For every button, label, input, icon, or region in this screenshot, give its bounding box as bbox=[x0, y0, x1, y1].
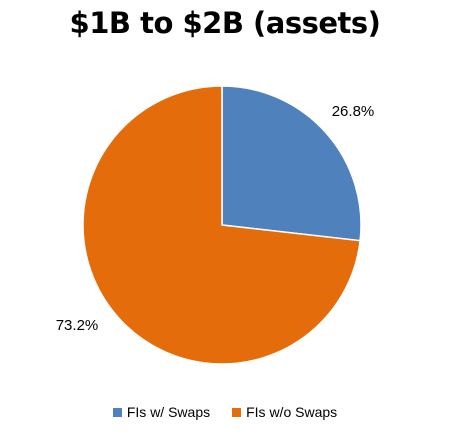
chart-legend: FIs w/ Swaps FIs w/o Swaps bbox=[0, 404, 450, 420]
legend-item-with-swaps: FIs w/ Swaps bbox=[112, 404, 211, 420]
legend-item-without-swaps: FIs w/o Swaps bbox=[232, 404, 337, 420]
chart-title: $1B to $2B (assets) bbox=[69, 6, 381, 40]
legend-label-without-swaps: FIs w/o Swaps bbox=[246, 404, 338, 420]
legend-label-with-swaps: FIs w/ Swaps bbox=[126, 404, 211, 420]
pie-slice-with-swaps bbox=[221, 85, 362, 242]
legend-swatch-without-swaps bbox=[232, 407, 242, 417]
data-label-without-swaps: 73.2% bbox=[56, 317, 99, 334]
legend-swatch-with-swaps bbox=[112, 407, 122, 417]
data-label-with-swaps: 26.8% bbox=[332, 103, 375, 120]
pie-slice-without-swaps bbox=[82, 85, 361, 365]
